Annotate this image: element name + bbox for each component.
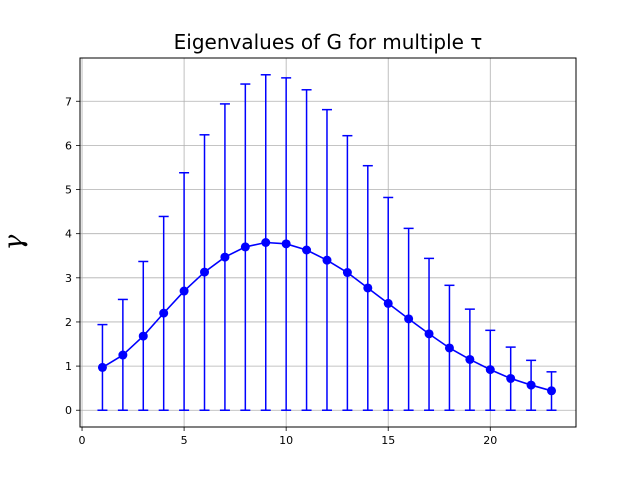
data-point-marker	[342, 268, 352, 278]
data-point-marker	[322, 255, 332, 265]
x-tick-label: 20	[483, 434, 497, 447]
x-tick-label: 5	[181, 434, 188, 447]
axis-ticks: 0 5 10 15 20 0 1 2 3 4 5 6 7	[65, 95, 497, 447]
data-point-marker	[240, 242, 250, 252]
data-point-marker	[547, 386, 557, 396]
y-tick-label: 7	[65, 95, 72, 108]
data-point-marker	[97, 362, 107, 372]
data-point-marker	[302, 245, 312, 255]
y-tick-label: 2	[65, 316, 72, 329]
chart-title: Eigenvalues of G for multiple τ	[174, 30, 483, 54]
y-tick-label: 4	[65, 228, 72, 241]
data-point-marker	[424, 329, 434, 339]
data-points	[97, 238, 557, 396]
y-tick-label: 6	[65, 139, 72, 152]
y-axis-label: γ	[0, 234, 29, 250]
x-tick-label: 15	[381, 434, 395, 447]
data-point-marker	[363, 283, 373, 293]
y-tick-label: 0	[65, 404, 72, 417]
x-tick-label: 10	[279, 434, 293, 447]
data-point-marker	[404, 314, 414, 324]
data-point-marker	[383, 298, 393, 308]
data-point-marker	[444, 343, 454, 353]
data-point-marker	[261, 238, 271, 247]
data-point-marker	[506, 373, 516, 383]
y-tick-label: 3	[65, 272, 72, 285]
data-point-marker	[281, 239, 291, 249]
data-point-marker	[118, 350, 128, 360]
x-tick-label: 0	[79, 434, 86, 447]
data-point-marker	[526, 380, 536, 390]
data-point-marker	[465, 354, 475, 364]
data-point-marker	[485, 365, 495, 375]
data-point-marker	[179, 286, 189, 296]
plot-frame	[79, 57, 577, 428]
data-point-marker	[220, 252, 230, 262]
data-point-marker	[159, 308, 169, 318]
y-tick-label: 1	[65, 360, 72, 373]
data-point-marker	[138, 331, 148, 341]
data-point-marker	[200, 267, 210, 277]
y-tick-label: 5	[65, 184, 72, 197]
